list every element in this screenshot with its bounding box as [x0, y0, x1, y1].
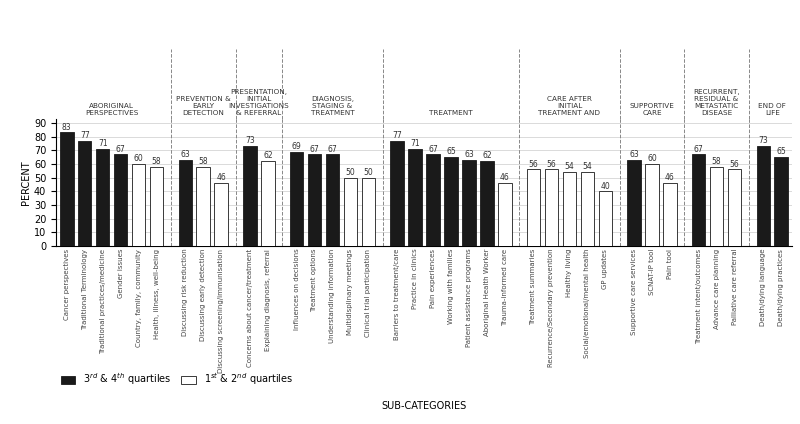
Text: 50: 50 — [363, 168, 374, 177]
Bar — [390, 141, 404, 246]
Text: 58: 58 — [198, 157, 208, 166]
Bar — [114, 154, 127, 246]
Bar — [308, 154, 322, 246]
Text: 69: 69 — [292, 142, 302, 151]
Text: TREATMENT: TREATMENT — [429, 110, 473, 116]
Text: 63: 63 — [464, 150, 474, 159]
Bar — [197, 167, 210, 246]
Bar — [132, 164, 146, 246]
Text: 46: 46 — [216, 173, 226, 182]
Text: RECURRENT,
RESIDUAL &
METASTATIC
DISEASE: RECURRENT, RESIDUAL & METASTATIC DISEASE — [694, 89, 740, 116]
Text: 67: 67 — [694, 145, 703, 153]
Text: 77: 77 — [80, 131, 90, 140]
Bar — [581, 172, 594, 246]
Text: 54: 54 — [565, 162, 574, 171]
Text: 63: 63 — [180, 150, 190, 159]
Bar — [214, 183, 228, 246]
Text: 46: 46 — [665, 173, 675, 182]
Bar — [728, 169, 742, 246]
Bar — [462, 160, 476, 246]
Text: 71: 71 — [98, 139, 107, 148]
Text: 83: 83 — [62, 123, 71, 132]
Legend: 3$^{rd}$ & 4$^{th}$ quartiles, 1$^{st}$ & 2$^{nd}$ quartiles: 3$^{rd}$ & 4$^{th}$ quartiles, 1$^{st}$ … — [61, 371, 293, 388]
Text: 71: 71 — [410, 139, 420, 148]
Bar — [774, 157, 788, 246]
Bar — [78, 141, 91, 246]
Bar — [178, 160, 192, 246]
Bar — [498, 183, 511, 246]
Bar — [710, 167, 723, 246]
Bar — [480, 161, 494, 246]
Text: PREVENTION &
EARLY
DETECTION: PREVENTION & EARLY DETECTION — [176, 96, 230, 116]
Text: 56: 56 — [546, 160, 556, 169]
Bar — [243, 146, 257, 246]
Text: END OF
LIFE: END OF LIFE — [758, 103, 786, 116]
Text: 56: 56 — [730, 160, 739, 169]
Bar — [692, 154, 706, 246]
Text: 54: 54 — [582, 162, 592, 171]
Bar — [150, 167, 163, 246]
Bar — [96, 149, 110, 246]
Bar — [60, 132, 74, 246]
Text: 73: 73 — [758, 137, 768, 145]
Text: ABORIGINAL
PERSPECTIVES: ABORIGINAL PERSPECTIVES — [85, 103, 138, 116]
Y-axis label: PERCENT: PERCENT — [21, 160, 31, 205]
Text: 73: 73 — [245, 137, 254, 145]
Text: 77: 77 — [392, 131, 402, 140]
Bar — [598, 191, 612, 246]
Bar — [261, 161, 274, 246]
Text: 60: 60 — [134, 154, 143, 163]
Bar — [426, 154, 440, 246]
Text: 50: 50 — [346, 168, 355, 177]
Bar — [646, 164, 658, 246]
Text: DIAGNOSIS,
STAGING &
TREATMENT: DIAGNOSIS, STAGING & TREATMENT — [310, 96, 354, 116]
Text: 56: 56 — [529, 160, 538, 169]
Bar — [562, 172, 576, 246]
Text: 58: 58 — [712, 157, 722, 166]
Text: 67: 67 — [116, 145, 126, 153]
Text: 46: 46 — [500, 173, 510, 182]
Bar — [757, 146, 770, 246]
Text: 65: 65 — [776, 147, 786, 156]
Bar — [290, 151, 303, 246]
Bar — [444, 157, 458, 246]
Text: 65: 65 — [446, 147, 456, 156]
Bar — [545, 169, 558, 246]
Text: 63: 63 — [629, 150, 639, 159]
Bar — [627, 160, 641, 246]
Bar — [326, 154, 339, 246]
Text: 58: 58 — [152, 157, 162, 166]
Text: SUB-CATEGORIES: SUB-CATEGORIES — [382, 401, 466, 411]
Text: SUPPORTIVE
CARE: SUPPORTIVE CARE — [630, 103, 674, 116]
Bar — [663, 183, 677, 246]
Text: 67: 67 — [428, 145, 438, 153]
Text: 67: 67 — [327, 145, 338, 153]
Text: 60: 60 — [647, 154, 657, 163]
Bar — [344, 178, 357, 246]
Bar — [526, 169, 540, 246]
Text: 67: 67 — [310, 145, 319, 153]
Text: 62: 62 — [263, 151, 273, 160]
Text: PRESENTATION,
INITIAL
INVESTIGATIONS
& REFERRAL: PRESENTATION, INITIAL INVESTIGATIONS & R… — [229, 89, 290, 116]
Text: 40: 40 — [601, 181, 610, 190]
Bar — [408, 149, 422, 246]
Text: 62: 62 — [482, 151, 492, 160]
Bar — [362, 178, 375, 246]
Text: CARE AFTER
INITIAL
TREATMENT AND: CARE AFTER INITIAL TREATMENT AND — [538, 96, 601, 116]
